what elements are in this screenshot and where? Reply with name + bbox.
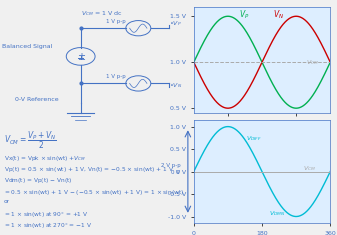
Text: $V_N$: $V_N$	[273, 9, 284, 21]
X-axis label: Degrees: Degrees	[249, 127, 275, 132]
Text: = 0.5 $\times$ sin(wt) + 1 V $-$ ($-$0.5 $\times$ sin(wt) + 1 V) = 1 $\times$ si: = 0.5 $\times$ sin(wt) + 1 V $-$ ($-$0.5…	[4, 188, 184, 197]
Text: 1 V p-p: 1 V p-p	[106, 20, 125, 24]
Text: = 2 V p$-$p: = 2 V p$-$p	[4, 233, 36, 235]
Text: 1 V p-p: 1 V p-p	[106, 74, 125, 78]
Text: $V_{CM}$ = 1 V dc: $V_{CM}$ = 1 V dc	[81, 9, 122, 18]
Text: 2 V p-p: 2 V p-p	[160, 163, 180, 168]
Text: 0-V Reference: 0-V Reference	[16, 97, 59, 102]
Text: 0 V: 0 V	[171, 170, 180, 175]
Text: $V_{DMN}$: $V_{DMN}$	[269, 209, 285, 218]
Text: Vx(t) = Vpk $\times$ sin(wt) +$V_{CM}$: Vx(t) = Vpk $\times$ sin(wt) +$V_{CM}$	[4, 154, 86, 163]
Text: $V_{CM} = \dfrac{V_P + V_N}{2}$: $V_{CM} = \dfrac{V_P + V_N}{2}$	[4, 129, 57, 151]
Text: Balanced Signal: Balanced Signal	[2, 44, 52, 49]
Text: $\circ V_N$: $\circ V_N$	[169, 81, 182, 90]
Text: ±: ±	[77, 52, 85, 62]
Text: Vp(t) = 0.5 $\times$ sin(wt) + 1 V, Vn(t) = $-$0.5 $\times$ sin(wt) + 1 V: Vp(t) = 0.5 $\times$ sin(wt) + 1 V, Vn(t…	[4, 165, 174, 174]
Text: $V_{DIFF}$: $V_{DIFF}$	[246, 134, 262, 143]
Text: Vdm(t) = Vp(t) $-$ Vn(t): Vdm(t) = Vp(t) $-$ Vn(t)	[4, 176, 72, 185]
Text: $V_{CM}$: $V_{CM}$	[306, 58, 319, 67]
Text: $V_P$: $V_P$	[239, 9, 249, 21]
Text: or: or	[4, 199, 10, 204]
Text: = 1 $\times$ sin(wt) at 90° = +1 V: = 1 $\times$ sin(wt) at 90° = +1 V	[4, 210, 88, 219]
Text: $\circ V_P$: $\circ V_P$	[169, 19, 182, 27]
Text: = 1 $\times$ sin(wt) at 270° = $-$1 V: = 1 $\times$ sin(wt) at 270° = $-$1 V	[4, 221, 92, 231]
Text: $V_{CM}$: $V_{CM}$	[303, 164, 316, 173]
